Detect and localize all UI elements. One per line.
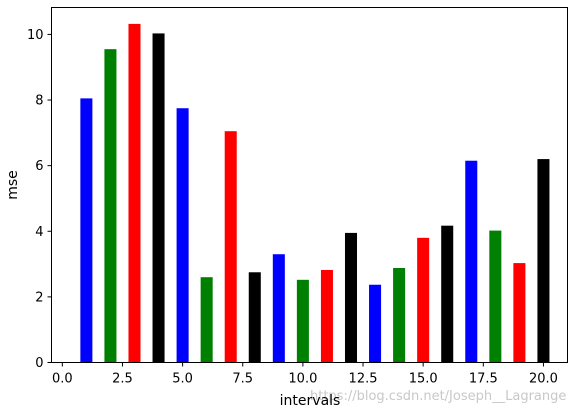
x-tick-label: 7.5 [232,372,253,387]
y-tick-label: 10 [27,28,44,43]
y-axis-label: mse [5,170,21,200]
x-tick-label: 2.5 [112,372,133,387]
bar-2 [104,49,117,363]
bar-20 [537,159,550,363]
bar-8 [248,272,261,363]
bar-9 [272,254,285,363]
bar-14 [393,268,406,363]
bar-5 [176,108,189,363]
watermark-text: https://blog.csdn.net/Joseph__Lagrange [310,389,566,404]
y-tick-label: 4 [35,225,43,240]
bar-17 [465,160,478,363]
bars-group [80,23,550,363]
bar-3 [128,23,141,363]
y-tick-label: 0 [35,356,43,371]
x-tick-label: 20.0 [529,372,558,387]
bar-11 [320,269,333,363]
x-tick-label: 17.5 [469,372,498,387]
bar-6 [200,277,213,363]
y-tick-label: 6 [35,159,43,174]
bar-4 [152,33,165,363]
plot-frame [51,7,568,363]
x-axis-ticks: 0.0 2.5 5.0 7.5 10.0 12.5 15.0 17.5 20.0 [52,362,558,387]
bar-16 [441,225,454,363]
x-tick-label: 12.5 [349,372,378,387]
x-tick-label: 15.0 [409,372,438,387]
x-tick-label: 0.0 [52,372,73,387]
bar-19 [513,263,526,363]
bar-13 [369,284,382,363]
y-axis-ticks: 0 2 4 6 8 10 [27,28,52,371]
bar-18 [489,230,502,363]
bar-15 [417,237,430,363]
x-tick-label: 10.0 [288,372,317,387]
bar-1 [80,98,93,363]
x-tick-label: 5.0 [172,372,193,387]
bar-10 [296,279,309,363]
bar-12 [344,232,358,363]
y-tick-label: 2 [35,290,43,305]
y-tick-label: 8 [35,94,43,109]
bar-7 [224,131,237,363]
x-axis-label: intervals [280,393,341,408]
